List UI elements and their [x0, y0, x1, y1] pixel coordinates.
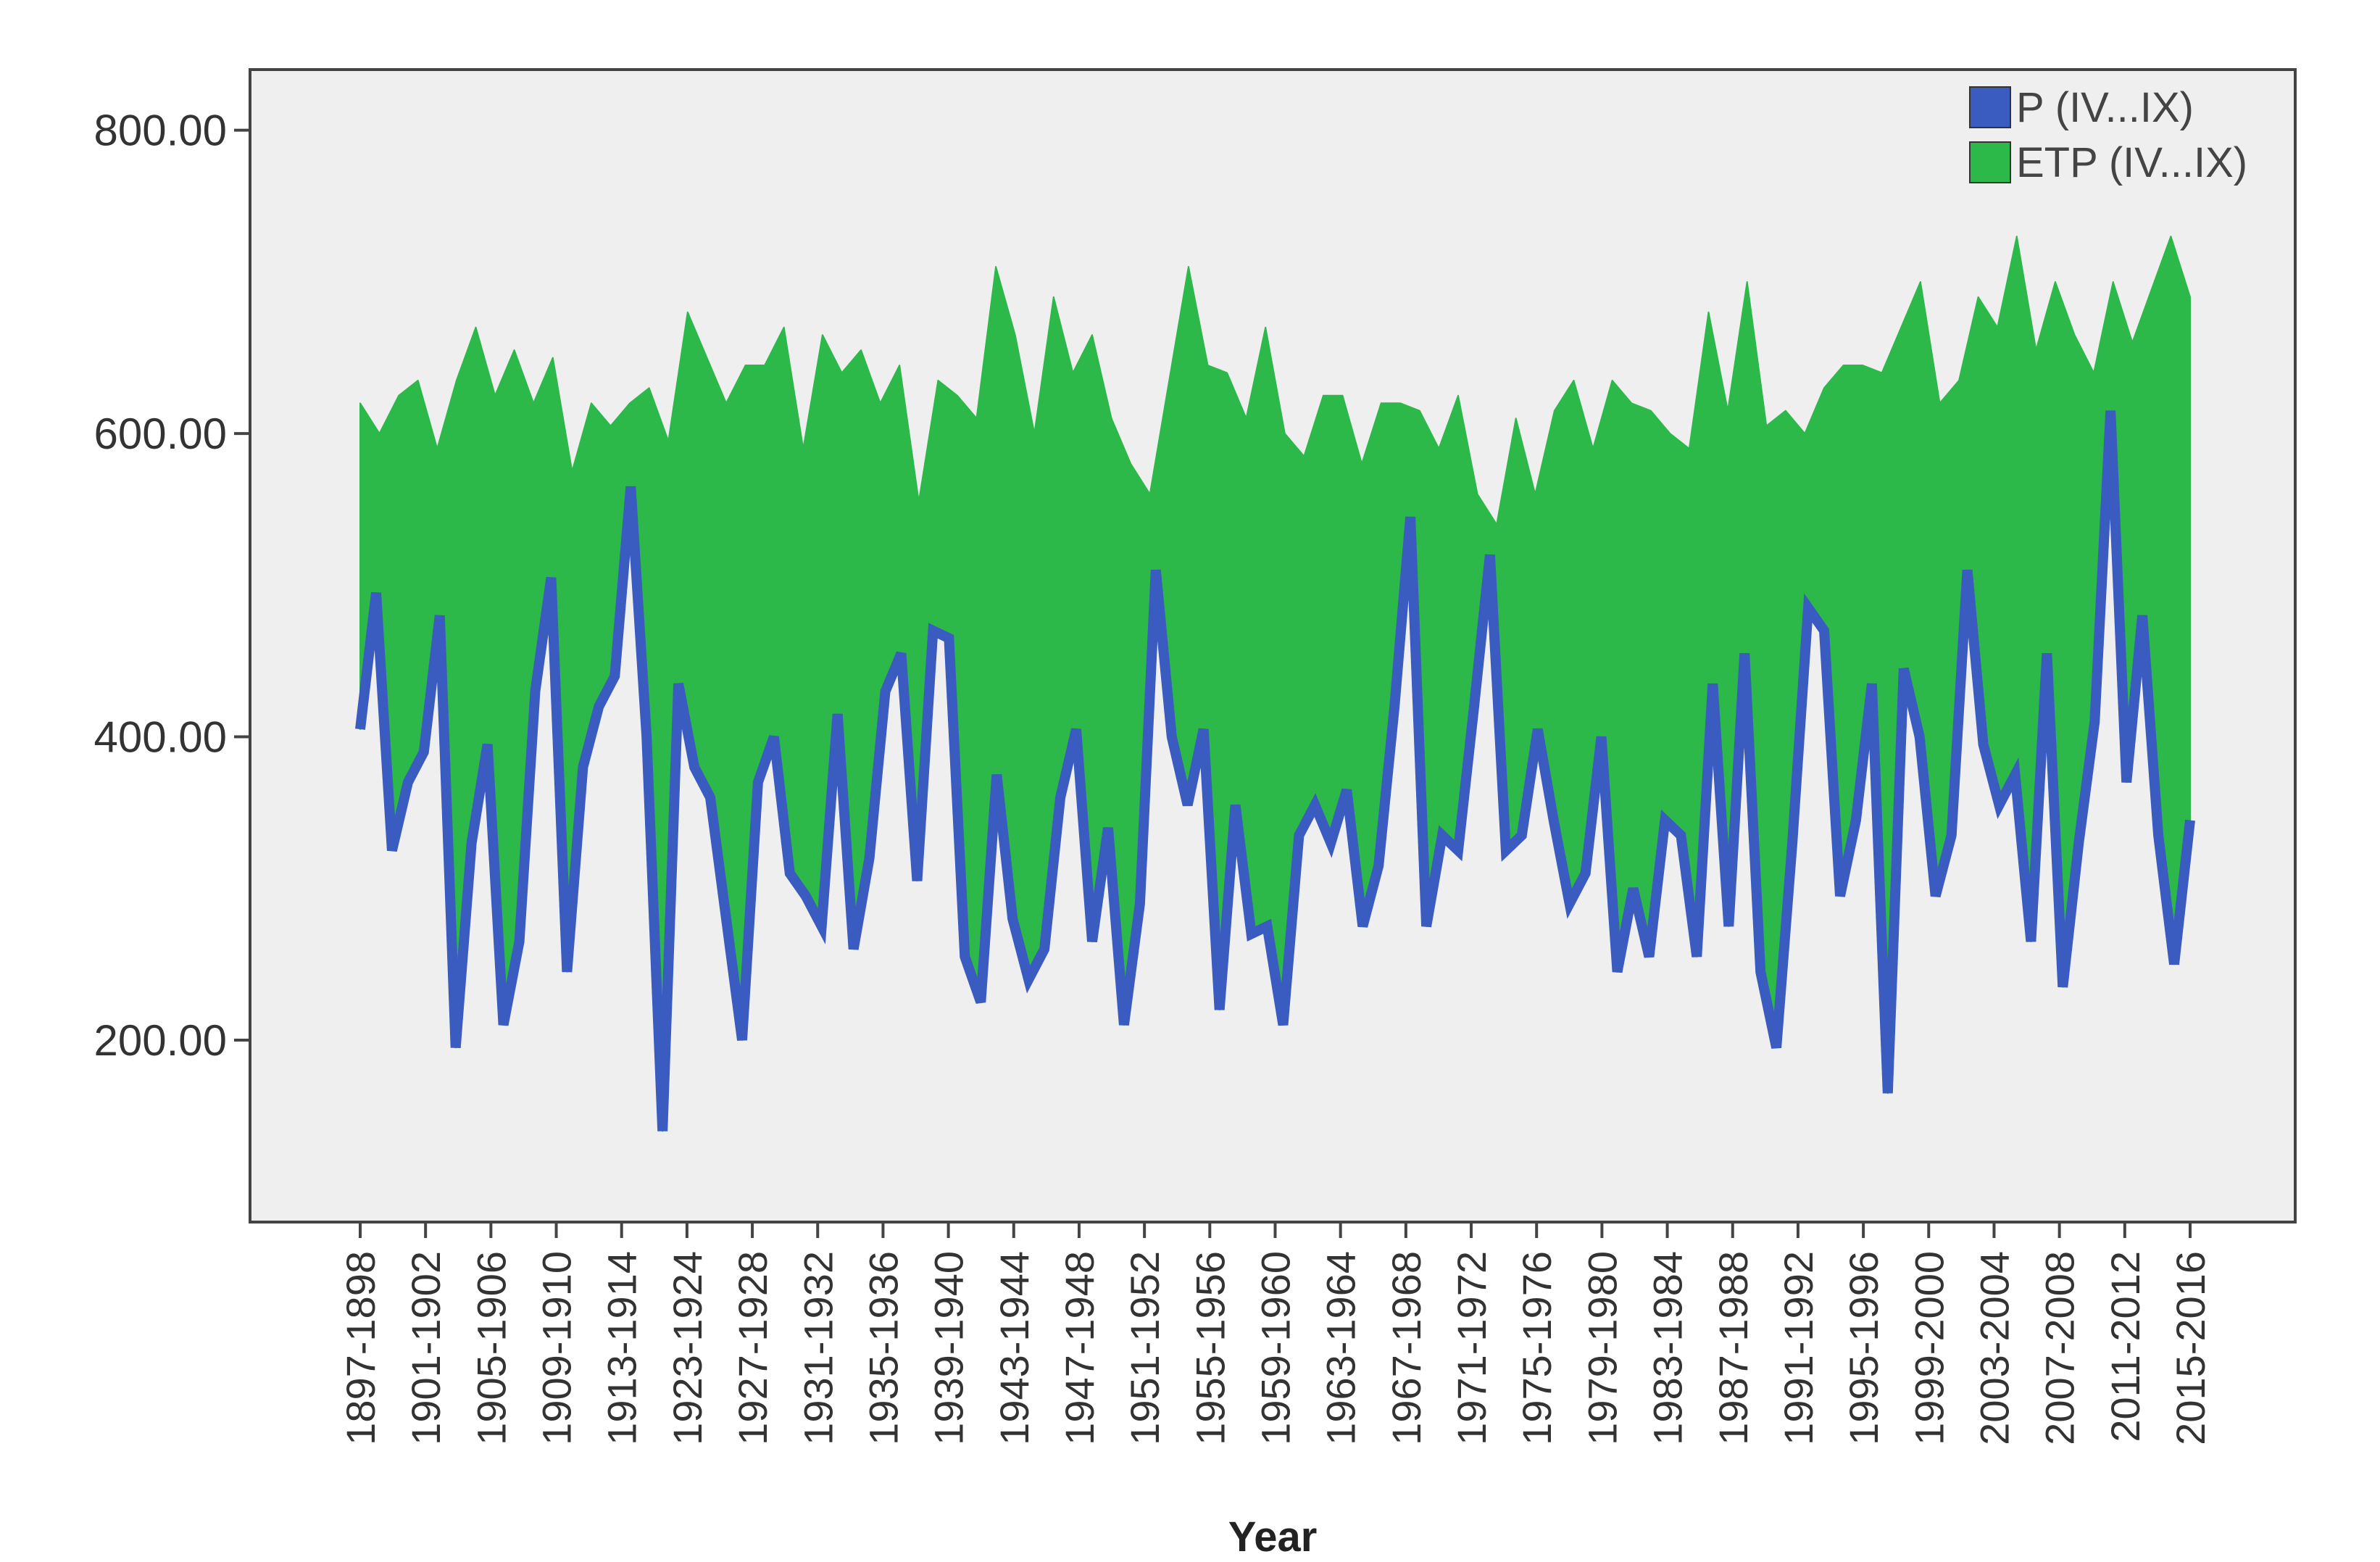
x-tick-label: 1987-1988	[1710, 1251, 1756, 1445]
x-tick-label: 2007-2008	[2037, 1251, 2083, 1445]
p-line	[355, 410, 2195, 1131]
x-tick-label: 1983-1984	[1645, 1251, 1691, 1445]
legend: P (IV...IX) ETP (IV...IX)	[1969, 84, 2247, 186]
x-tick-label: 1971-1972	[1449, 1251, 1494, 1445]
y-tick-label: 200.00	[93, 1016, 227, 1065]
x-tick-label: 1927-1928	[730, 1251, 775, 1445]
y-tick-label: 600.00	[93, 410, 227, 458]
x-tick-label: 1943-1944	[991, 1251, 1037, 1445]
x-tick-label: 1901-1902	[403, 1251, 449, 1445]
x-tick-label: 1909-1910	[534, 1251, 580, 1445]
y-tick-label: 800.00	[93, 107, 227, 155]
x-tick-label: 1931-1932	[795, 1251, 841, 1445]
series-layer	[355, 236, 2195, 1132]
x-axis-title: Year	[1228, 1513, 1318, 1561]
x-tick-label: 2011-2012	[2102, 1251, 2148, 1442]
x-tick-label: 1959-1960	[1253, 1251, 1299, 1445]
x-tick-label: 1947-1948	[1057, 1251, 1102, 1445]
x-tick-label: 1913-1914	[599, 1251, 645, 1445]
x-tick-label: 1963-1964	[1318, 1251, 1364, 1445]
x-tick-label: 1923-1924	[665, 1251, 710, 1445]
y-axis: 200.00 400.00 600.00 800.00	[93, 107, 250, 1065]
x-tick-label: 2003-2004	[1971, 1251, 2017, 1445]
x-tick-label: 1995-1996	[1841, 1251, 1886, 1445]
x-tick-label: 1905-1906	[468, 1251, 514, 1445]
legend-swatch-p	[1969, 86, 2011, 128]
x-tick-label: 1975-1976	[1514, 1251, 1560, 1445]
x-tick-label: 1979-1980	[1579, 1251, 1625, 1445]
x-tick-label: 2015-2016	[2168, 1251, 2213, 1445]
legend-label-p: P (IV...IX)	[2016, 84, 2194, 131]
x-tick-label: 1999-2000	[1906, 1251, 1952, 1445]
legend-label-etp: ETP (IV...IX)	[2016, 139, 2247, 186]
x-tick-label: 1939-1940	[926, 1251, 972, 1445]
x-axis: 1897-1898 1901-1902 1905-1906 1909-1910 1913…	[338, 1222, 2213, 1445]
x-tick-label: 1967-1968	[1384, 1251, 1429, 1445]
x-tick-label: 1991-1992	[1776, 1251, 1821, 1445]
x-tick-label: 1955-1956	[1187, 1251, 1233, 1445]
legend-swatch-etp	[1969, 141, 2011, 183]
y-tick-label: 400.00	[93, 713, 227, 762]
x-tick-label: 1935-1936	[860, 1251, 906, 1445]
x-tick-label: 1897-1898	[338, 1251, 383, 1445]
x-tick-label: 1951-1952	[1122, 1251, 1168, 1445]
